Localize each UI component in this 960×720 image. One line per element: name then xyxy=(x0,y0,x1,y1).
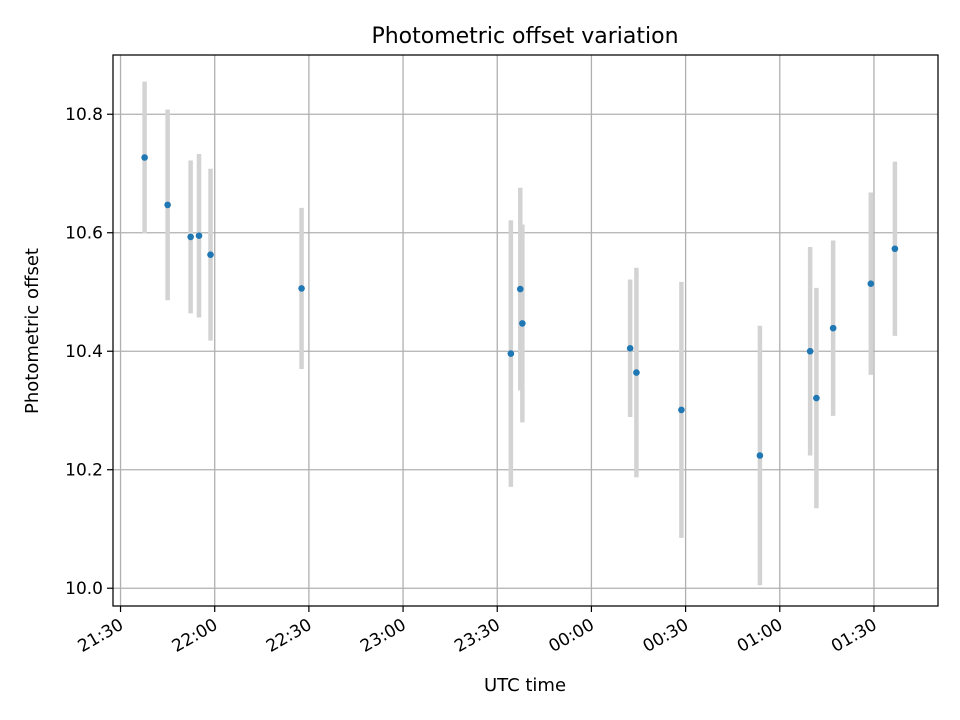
data-point xyxy=(806,347,814,355)
data-point xyxy=(164,201,171,209)
y-tick-label: 10.2 xyxy=(65,461,103,481)
data-point xyxy=(507,350,515,357)
y-axis-label: Photometric offset xyxy=(22,248,43,414)
data-point xyxy=(298,285,305,292)
data-point xyxy=(633,369,640,376)
plot-frame xyxy=(112,54,939,607)
data-point xyxy=(141,154,148,161)
data-point xyxy=(867,280,875,287)
data-points xyxy=(141,154,899,459)
data-point xyxy=(207,251,214,258)
data-point xyxy=(829,324,837,332)
y-tick-label: 10.0 xyxy=(65,579,103,599)
y-tick-label: 10.8 xyxy=(65,105,103,125)
x-axis-label: UTC time xyxy=(484,675,566,696)
data-point xyxy=(891,245,899,253)
y-tick-label: 10.6 xyxy=(65,224,103,244)
y-axis-ticks: 10.0 10.2 10.4 10.6 10.8 xyxy=(65,105,113,599)
data-point xyxy=(187,233,194,241)
y-tick-label: 10.4 xyxy=(65,342,103,362)
data-point xyxy=(756,452,764,459)
data-point xyxy=(516,285,524,293)
data-point xyxy=(519,320,526,327)
data-point xyxy=(678,406,685,414)
data-point xyxy=(626,344,634,352)
grid xyxy=(113,55,938,606)
data-point xyxy=(813,394,820,402)
chart-title: Photometric offset variation xyxy=(371,24,678,49)
data-point xyxy=(195,232,203,240)
